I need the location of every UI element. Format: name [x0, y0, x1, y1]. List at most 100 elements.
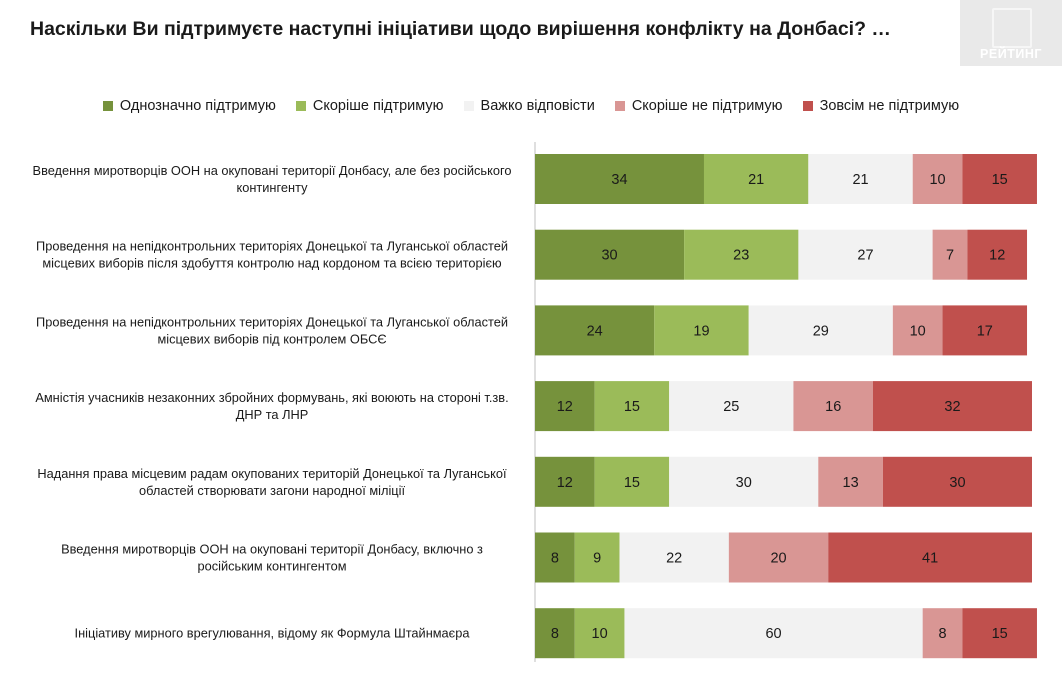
bar-segment	[962, 608, 1037, 659]
category-label-line: контингенту	[237, 180, 309, 195]
legend-swatch	[614, 101, 625, 111]
category-label-line: Надання права місцевим радам окупованих …	[37, 466, 507, 481]
bar-segment	[624, 608, 923, 659]
data-label: 25	[723, 399, 739, 415]
bar-segment	[535, 154, 704, 204]
bar-segment	[892, 305, 943, 356]
data-label: 16	[825, 399, 841, 415]
bar-segment	[594, 381, 670, 432]
bar-segment	[748, 305, 893, 356]
category-label-line: місцевих виборів після здобуття контролю…	[42, 256, 502, 271]
bar-segment	[828, 532, 1032, 583]
data-label: 34	[611, 172, 627, 188]
data-label: 15	[992, 626, 1008, 642]
data-label: 41	[922, 551, 938, 567]
bar-segment	[684, 229, 799, 280]
bar-segment	[728, 532, 829, 583]
bar-segment	[594, 456, 670, 507]
data-label: 10	[929, 172, 945, 188]
legend-label: Однозначно підтримую	[119, 98, 276, 114]
legend-label: Важко відповісти	[480, 98, 595, 114]
bar-segment	[535, 229, 685, 280]
bar-segment	[798, 229, 933, 280]
data-label: 10	[910, 323, 926, 339]
data-label: 30	[601, 248, 617, 264]
bar-segment	[654, 305, 749, 356]
data-label: 17	[977, 323, 993, 339]
legend-label: Скоріше не підтримую	[631, 98, 783, 114]
data-label: 20	[770, 551, 786, 567]
bar-segment	[967, 229, 1028, 280]
bar-segment	[535, 305, 655, 356]
category-label-line: Введення миротворців ООН на окуповані те…	[61, 542, 483, 557]
legend-swatch	[102, 101, 113, 111]
data-label: 22	[666, 551, 682, 567]
data-label: 8	[551, 626, 559, 642]
bar-segment	[535, 456, 595, 507]
legend-swatch	[463, 101, 474, 111]
bar-segment	[669, 381, 794, 432]
data-label: 12	[557, 475, 573, 491]
category-label: Амністія учасників незаконних збройних ф…	[35, 390, 508, 422]
bar-segment	[535, 381, 595, 432]
chart-legend: Однозначно підтримую Скоріше підтримую Важ…	[0, 98, 1062, 114]
bar-segment	[703, 154, 809, 204]
data-label: 23	[733, 248, 749, 264]
category-label: Надання права місцевим радам окупованих …	[37, 466, 507, 498]
data-label: 9	[593, 551, 601, 567]
category-label: Введення миротворців ООН на окуповані те…	[61, 542, 483, 574]
data-label: 29	[813, 323, 829, 339]
data-label: 12	[557, 399, 573, 415]
data-label: 32	[944, 399, 960, 415]
data-label: 8	[939, 626, 947, 642]
bar-segment	[912, 154, 963, 204]
rating-logo: РЕЙТИНГ	[960, 0, 1062, 66]
category-label-line: Проведення на непідконтрольних територія…	[36, 314, 508, 329]
data-label: 19	[693, 323, 709, 339]
bar-segment	[818, 456, 883, 507]
data-label: 8	[551, 551, 559, 567]
bar-segment	[793, 381, 873, 432]
data-label: 30	[736, 475, 752, 491]
legend-swatch	[295, 101, 306, 111]
legend-item: Однозначно підтримую	[102, 98, 276, 114]
category-label-line: Ініціативу мирного врегулювання, відому …	[75, 626, 471, 641]
legend-item: Скоріше підтримую	[295, 98, 444, 114]
bar-segment	[574, 608, 625, 659]
category-label-line: російським контингентом	[198, 559, 347, 574]
data-label: 60	[765, 626, 781, 642]
legend-swatch	[802, 101, 813, 111]
data-label: 30	[949, 475, 965, 491]
bar-segment	[535, 532, 575, 583]
legend-item: Зовсім не підтримую	[802, 98, 960, 114]
data-label: 10	[592, 626, 608, 642]
category-label: Ініціативу мирного врегулювання, відому …	[75, 626, 471, 641]
data-label: 21	[852, 172, 868, 188]
data-label: 15	[624, 475, 640, 491]
category-label: Проведення на непідконтрольних територія…	[36, 314, 508, 346]
legend-item: Скоріше не підтримую	[614, 98, 783, 114]
bar-segment	[962, 154, 1037, 204]
category-label: Введення миротворців ООН на окуповані те…	[33, 163, 512, 195]
bar-segment	[669, 456, 819, 507]
category-label-line: областей створювати загони народної мілі…	[139, 483, 405, 498]
data-label: 15	[992, 172, 1008, 188]
data-label: 7	[946, 248, 954, 264]
category-label: Проведення на непідконтрольних територія…	[36, 239, 508, 271]
data-label: 21	[748, 172, 764, 188]
category-label-line: місцевих виборів під контролем ОБСЄ	[157, 331, 386, 346]
bar-segment	[922, 608, 963, 659]
bar-segment	[882, 456, 1032, 507]
data-label: 27	[857, 248, 873, 264]
bar-segment	[942, 305, 1028, 356]
category-label-line: Введення миротворців ООН на окуповані те…	[33, 163, 512, 178]
bar-segment	[574, 532, 620, 583]
legend-label: Зовсім не підтримую	[819, 98, 960, 114]
bar-segment	[619, 532, 729, 583]
data-label: 24	[587, 323, 603, 339]
legend-label: Скоріше підтримую	[312, 98, 444, 114]
category-label-line: ДНР та ЛНР	[236, 407, 309, 422]
logo-text: РЕЙТИНГ	[980, 47, 1042, 61]
legend-item: Важко відповісти	[463, 98, 595, 114]
